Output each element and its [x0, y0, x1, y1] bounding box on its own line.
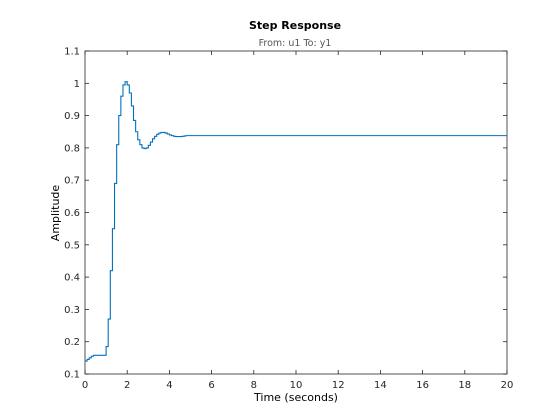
plot-area: 0 2 4 6 8 10 12 14 16 18 20 0.10.20.30.40.50.60.70…	[64, 47, 513, 392]
y-tick-label: 0.3	[64, 305, 80, 316]
y-tick-label: 0.2	[64, 337, 80, 348]
x-tick-label: 10	[290, 380, 303, 391]
x-tick-label: 12	[332, 380, 345, 391]
series-step-response-line	[85, 81, 507, 362]
y-ticks: 0.1 0.2 0.3 0.4 0.5 0.6 0.7 0.8 0.9 1 1.1	[64, 47, 507, 381]
x-axis-label: Time (seconds)	[253, 391, 338, 404]
x-tick-label: 20	[501, 380, 514, 391]
y-tick-label: 0.6	[64, 208, 80, 219]
x-tick-label: 4	[166, 380, 172, 391]
y-tick-label: 0.8	[64, 143, 80, 154]
chart-title: Step Response	[249, 19, 341, 32]
y-tick-label: 0.1	[64, 370, 80, 381]
y-tick-label: 1	[74, 79, 80, 90]
x-tick-label: 2	[124, 380, 130, 391]
x-ticks: 0 2 4 6 8 10 12 14 16 18 20	[82, 51, 514, 391]
y-tick-label: 0.7	[64, 176, 80, 187]
x-tick-label: 6	[208, 380, 214, 391]
x-tick-label: 18	[458, 380, 471, 391]
y-tick-label: 1.1	[64, 47, 80, 58]
y-tick-label: 0.4	[64, 273, 80, 284]
chart-subtitle: From: u1 To: y1	[259, 38, 332, 49]
x-tick-label: 14	[374, 380, 387, 391]
x-tick-label: 0	[82, 380, 88, 391]
x-tick-label: 16	[416, 380, 429, 391]
y-tick-label: 0.9	[64, 111, 80, 122]
y-axis-label: Amplitude	[49, 185, 62, 242]
y-tick-label: 0.5	[64, 240, 80, 251]
x-tick-label: 8	[251, 380, 257, 391]
